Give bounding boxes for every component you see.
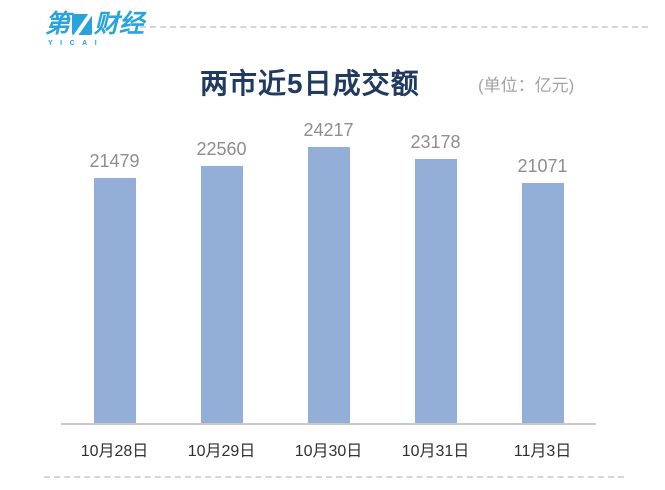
bar-column: 21479: [61, 118, 168, 423]
x-axis-labels: 10月28日 10月29日 10月30日 10月31日 11月3日: [61, 437, 596, 461]
bar-column: 21071: [489, 118, 596, 423]
bar: [521, 182, 564, 423]
x-axis-label: 10月28日: [80, 443, 149, 460]
x-axis-label: 10月31日: [401, 443, 470, 460]
bar-column: 22560: [168, 118, 275, 423]
x-axis-label: 10月30日: [294, 443, 363, 460]
chart-title: 两市近5日成交额: [200, 68, 420, 99]
unit-label: (单位：亿元): [478, 76, 575, 95]
logo-subtext: YICAI: [48, 40, 105, 47]
bar: [200, 165, 243, 423]
yicai-screen-icon: [72, 14, 93, 35]
x-axis-label: 11月3日: [513, 443, 572, 460]
bar-value-label: 22560: [196, 138, 247, 159]
logo-text-rest: 财经: [94, 10, 145, 38]
x-axis-line: [61, 423, 596, 425]
bar: [414, 158, 457, 423]
bar-column: 23178: [382, 118, 489, 423]
bar: [93, 178, 136, 423]
yicai-logo-wordmark: 第 财经: [45, 11, 144, 38]
logo-text-first: 第: [45, 10, 71, 38]
top-dashed-divider: [140, 26, 648, 28]
bar-value-label: 21071: [517, 155, 568, 176]
yicai-logo: 第 财经 YICAI: [45, 11, 144, 48]
bar-value-label: 24217: [303, 120, 354, 140]
bar-value-label: 23178: [410, 131, 461, 152]
bar-column: 24217: [275, 118, 382, 423]
bottom-dashed-divider: [44, 476, 624, 478]
x-axis-label: 10月29日: [187, 443, 256, 460]
plot-area: 21479 22560 24217 23178 21071: [61, 118, 596, 423]
bar: [307, 147, 350, 423]
bar-value-label: 21479: [89, 151, 140, 172]
